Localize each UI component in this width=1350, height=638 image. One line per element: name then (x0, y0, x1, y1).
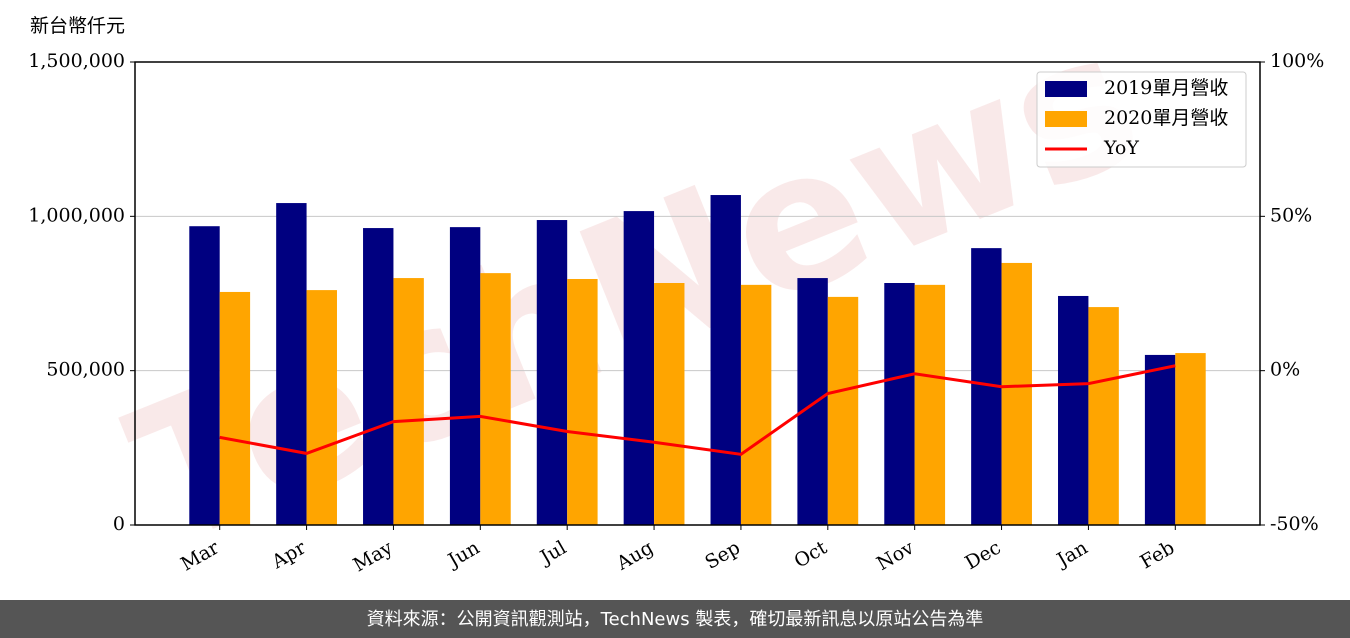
legend-swatch (1045, 111, 1087, 127)
bar (827, 296, 859, 525)
bar (536, 220, 568, 525)
bar (219, 291, 251, 525)
bar (306, 290, 337, 525)
y2-tick-label: -50% (1270, 513, 1319, 535)
legend-label: YoY (1103, 137, 1139, 159)
bar (914, 284, 946, 525)
bar (276, 203, 307, 525)
bar (480, 273, 511, 525)
bar (1001, 262, 1032, 525)
bar (189, 226, 220, 525)
bar (1175, 353, 1206, 525)
bar (567, 278, 598, 525)
plot-frame (134, 61, 1261, 526)
bar (884, 283, 915, 525)
y-tick-label: 1,500,000 (28, 50, 125, 72)
y2-tick-label: 50% (1270, 204, 1312, 226)
bar (797, 278, 828, 525)
bar (710, 195, 741, 525)
y2-tick-label: 100% (1270, 50, 1324, 72)
bar (740, 284, 772, 525)
bar (449, 227, 481, 526)
footer: 資料來源：公開資訊觀測站，TechNews 製表，確切最新訊息以原站公告為準 (367, 609, 984, 630)
y-tick-label: 500,000 (46, 359, 125, 381)
bar (393, 278, 424, 525)
y-axis-label: 新台幣仟元 (30, 15, 125, 37)
bar (654, 283, 685, 525)
line (219, 364, 1176, 456)
legend-box (1036, 71, 1247, 168)
bar (623, 211, 655, 525)
bar (1058, 295, 1089, 525)
footer-bar (0, 600, 1350, 638)
legend: 2019單月營收 2020單月營收 YoY (1036, 71, 1247, 168)
bar (1088, 307, 1119, 525)
y-tick-label: 0 (113, 513, 125, 535)
y-tick-label: 1,000,000 (28, 204, 125, 226)
legend-swatch (1045, 81, 1087, 97)
bar (1144, 354, 1176, 525)
y2-tick-label: 0% (1270, 359, 1300, 381)
legend-label: 2019單月營收 (1104, 77, 1228, 99)
legend-label: 2020單月營收 (1104, 107, 1228, 129)
bar (363, 228, 394, 525)
